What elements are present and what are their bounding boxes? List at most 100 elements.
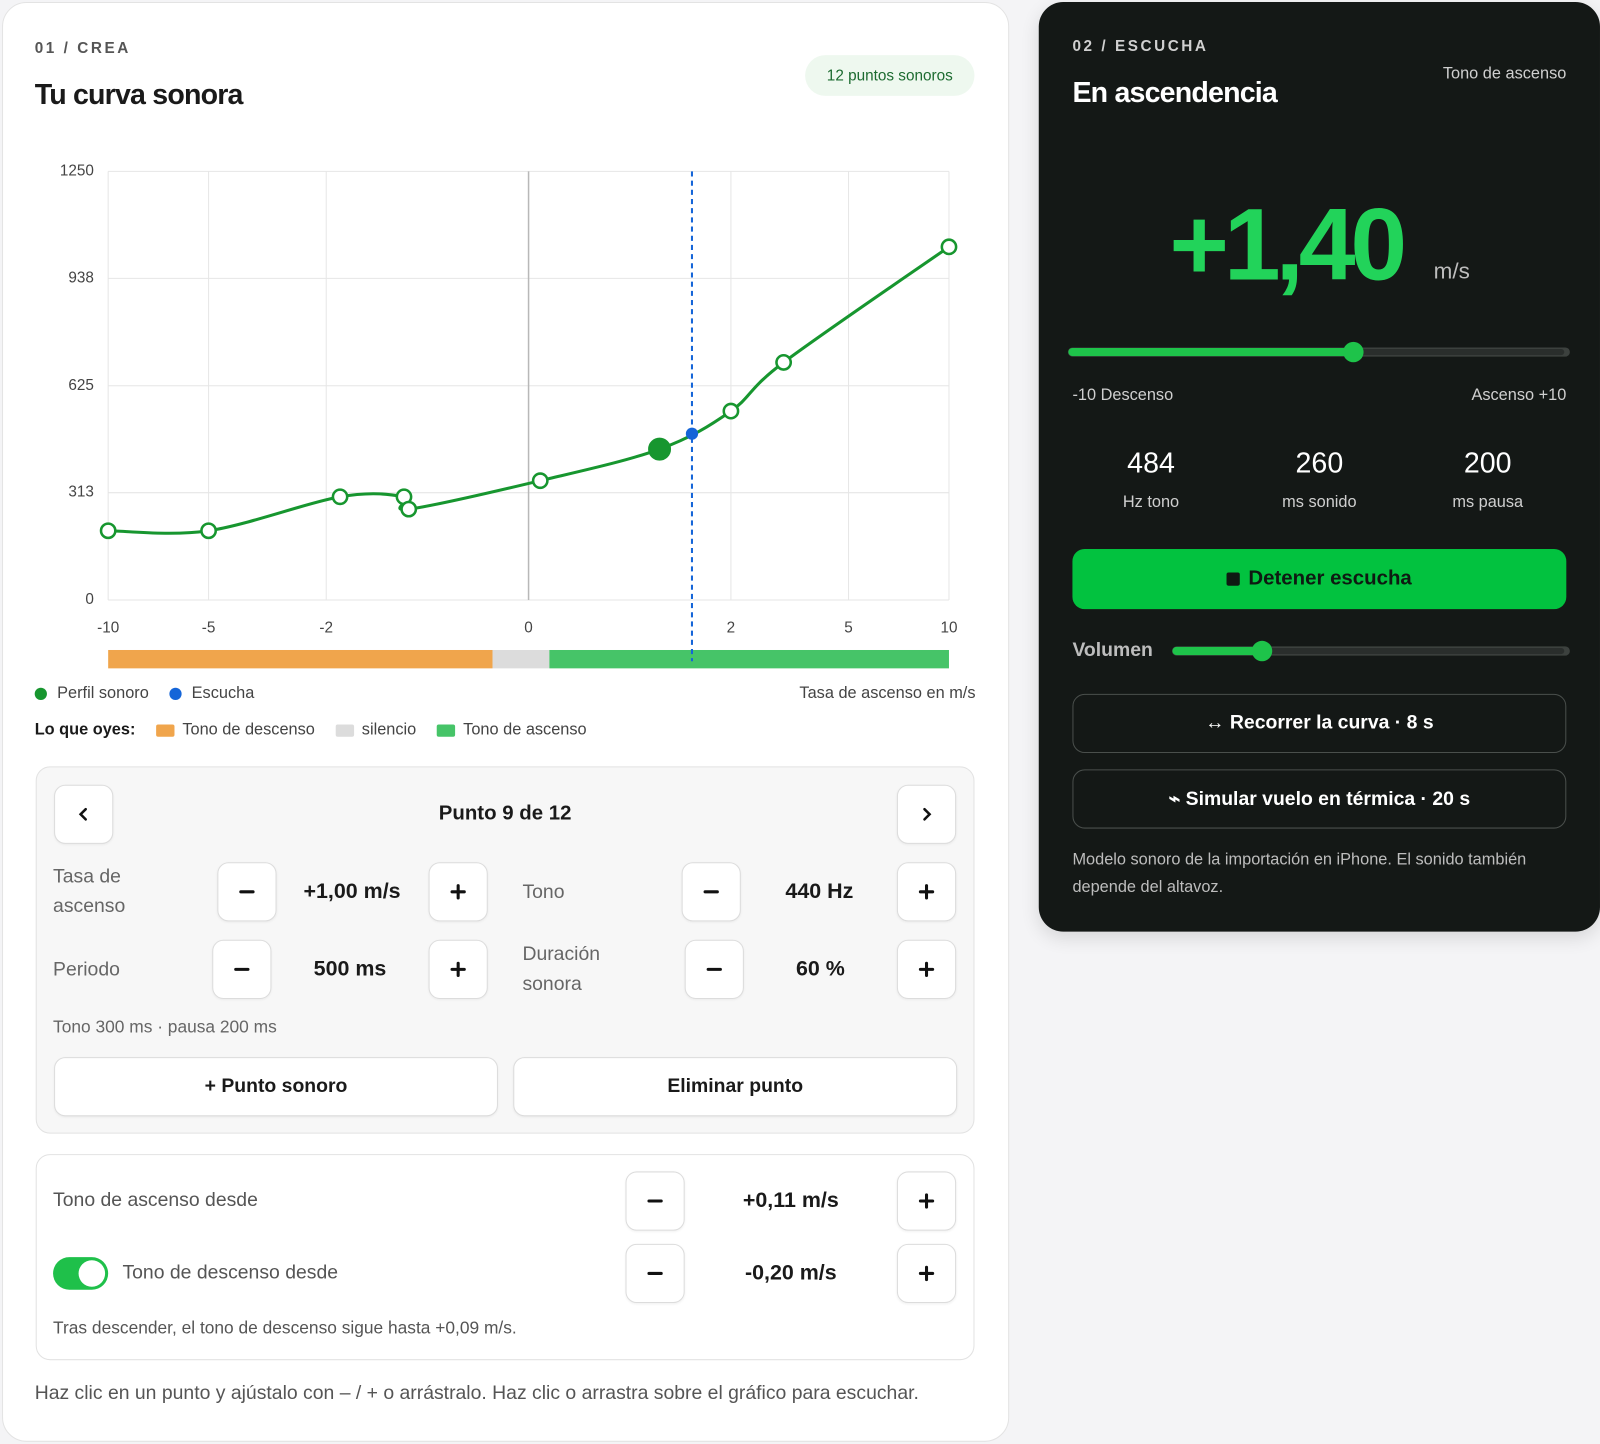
- plus-icon: [450, 961, 466, 978]
- field-value: 440 Hz: [785, 879, 854, 904]
- sound-point[interactable]: [400, 500, 418, 518]
- legend-label: silencio: [361, 721, 417, 739]
- series-legend: Perfil sonoro Escucha: [34, 682, 254, 706]
- x-tick-label: -10: [97, 620, 119, 637]
- listen-card: [1038, 2, 1600, 932]
- legend-item: Perfil sonoro: [34, 685, 149, 703]
- stat-value: 484: [1127, 446, 1175, 479]
- threshold-note: Tras descender, el tono de descenso sigu…: [53, 1318, 517, 1338]
- sound-point[interactable]: [200, 522, 218, 540]
- x-tick-label: -2: [319, 620, 333, 637]
- legend-item: Tono de descenso: [155, 721, 315, 739]
- decrease-button[interactable]: [681, 862, 741, 922]
- icon-stroke: [78, 807, 87, 821]
- rate-unit: m/s: [1433, 258, 1470, 284]
- delete-point-button[interactable]: Eliminar punto: [513, 1057, 958, 1117]
- section-title: En ascendencia: [1072, 76, 1277, 109]
- x-tick-label: 0: [524, 620, 533, 637]
- listen-note: Modelo sonoro de la importación en iPhon…: [1072, 851, 1527, 896]
- sound-point[interactable]: [99, 522, 117, 540]
- icon-stroke: [923, 807, 932, 821]
- x-axis-label: Tasa de ascenso en m/s: [799, 684, 976, 703]
- field-label: Duración sonora: [522, 943, 601, 995]
- plus-icon: [450, 884, 466, 900]
- y-tick-label: 938: [68, 269, 94, 286]
- sweep-button[interactable]: ↔ Recorrer la curva · 8 s: [1072, 693, 1567, 754]
- legend-label: Tono de descenso: [182, 721, 315, 739]
- toggle-knob: [78, 1260, 106, 1287]
- x-tick-label: 2: [727, 620, 736, 637]
- rate-slider[interactable]: [1061, 337, 1581, 368]
- next-button[interactable]: [896, 784, 957, 844]
- increase-button[interactable]: [896, 1243, 957, 1304]
- increase-button[interactable]: [896, 939, 957, 999]
- add-point-button[interactable]: + Punto sonoro: [54, 1057, 498, 1117]
- stat-label: Hz tono: [1122, 493, 1180, 512]
- selected-point[interactable]: [648, 437, 672, 461]
- decrease-button[interactable]: [625, 1171, 685, 1231]
- legend-dot: [34, 687, 47, 700]
- plus-icon: [918, 961, 935, 978]
- stop-button[interactable]: Detener escucha: [1072, 548, 1567, 610]
- decrease-button[interactable]: [217, 862, 277, 922]
- field-label: Tasa de ascenso: [53, 866, 126, 918]
- field-value: +1,00 m/s: [303, 879, 401, 904]
- x-tick-label: 10: [940, 620, 957, 637]
- decrease-button[interactable]: [625, 1243, 685, 1304]
- threshold-value: -0,20 m/s: [744, 1261, 837, 1285]
- legend-item: Escucha: [169, 685, 254, 703]
- field-label: Periodo: [53, 959, 120, 981]
- prev-button[interactable]: [54, 784, 114, 844]
- legend-swatch: [155, 724, 175, 737]
- minus-icon: [647, 1199, 663, 1203]
- sound-band: [108, 649, 493, 669]
- chevron-icon: [923, 807, 932, 821]
- toggle[interactable]: [53, 1257, 109, 1290]
- volume-slider[interactable]: [1168, 636, 1576, 667]
- legend-label: Tono de ascenso: [463, 721, 587, 739]
- threshold-value: +0,11 m/s: [742, 1188, 839, 1213]
- increase-button[interactable]: [428, 862, 488, 922]
- field-value: 500 ms: [313, 957, 387, 981]
- field-value: 60 %: [795, 957, 845, 981]
- decrease-button[interactable]: [212, 939, 272, 999]
- stat-value: 260: [1295, 446, 1344, 479]
- stat-label: ms sonido: [1282, 493, 1357, 512]
- y-tick-label: 1250: [60, 162, 94, 179]
- y-tick-label: 625: [68, 377, 94, 394]
- y-tick-label: 0: [85, 591, 94, 608]
- minus-icon: [703, 890, 719, 894]
- y-tick-label: 313: [68, 484, 94, 501]
- sound-point[interactable]: [940, 238, 958, 256]
- field-label: Tono: [522, 881, 565, 904]
- x-tick-label: 5: [844, 620, 853, 637]
- sound-point[interactable]: [722, 402, 740, 420]
- sound-point[interactable]: [531, 472, 549, 490]
- legend-label: Escucha: [191, 684, 255, 703]
- decrease-button[interactable]: [684, 939, 744, 999]
- increase-button[interactable]: [428, 939, 488, 999]
- sound-band: [492, 649, 550, 669]
- volume-label: Volumen: [1072, 639, 1153, 662]
- legend-swatch: [436, 724, 456, 737]
- plus-icon: [918, 1193, 935, 1209]
- sound-point[interactable]: [775, 353, 793, 371]
- legend-swatch: [335, 724, 354, 737]
- stat-label: ms pausa: [1452, 493, 1524, 512]
- increase-button[interactable]: [896, 862, 957, 922]
- sound-point[interactable]: [331, 488, 349, 506]
- chevron-icon: [78, 807, 87, 821]
- hint: Haz clic en un punto y ajústalo con – / …: [34, 1382, 919, 1405]
- band-legend: Lo que oyes: Tono de descenso silencio Ton…: [35, 718, 587, 742]
- simulate-button[interactable]: ⌁ Simular vuelo en térmica · 20 s: [1072, 769, 1567, 829]
- chart[interactable]: 0 313 625 938 1250 -10 -5 -2 0 2 5 10: [0, 0, 1010, 714]
- minus-icon: [706, 967, 722, 971]
- section-title: Tu curva sonora: [34, 78, 244, 111]
- threshold-label: Tono de ascenso desde: [53, 1189, 258, 1212]
- increase-button[interactable]: [896, 1171, 957, 1231]
- sound-band: [549, 649, 949, 669]
- step-label: 01 / CREA: [34, 39, 131, 58]
- x-tick-label: -5: [202, 620, 216, 637]
- stop-icon: [1226, 572, 1241, 586]
